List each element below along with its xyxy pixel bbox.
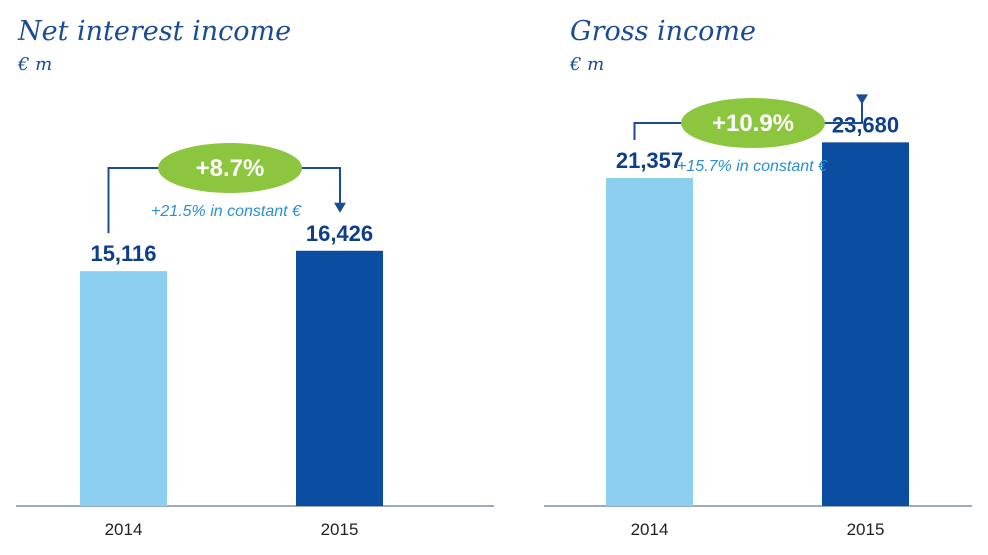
value-label-2015: 16,426 (306, 221, 373, 246)
tick-label-2014: 2014 (105, 520, 143, 539)
bar-2014 (606, 178, 693, 506)
chart-title: Net interest income (18, 16, 292, 47)
constant-currency-label: +21.5% in constant € (151, 203, 302, 220)
bar-chart-gross-income: 21,357 2014 23,680 2015 +10.9% +15.7% in cons… (544, 94, 972, 539)
tick-label-2015: 2015 (321, 520, 359, 539)
chart-title: Gross income (570, 16, 757, 47)
bar-2015 (822, 142, 909, 507)
growth-badge (681, 98, 825, 148)
tick-label-2015: 2015 (847, 520, 885, 539)
bar-2014 (80, 271, 167, 506)
arrow-down-icon (856, 94, 868, 105)
value-label-2014: 21,357 (616, 148, 683, 173)
panel-gross-income: Gross income € m 21,357 2014 23,680 2015 +10… (494, 0, 988, 555)
growth-label: +10.9% (712, 110, 794, 137)
bar-2015 (296, 250, 383, 506)
panel-net-interest-income: Net interest income € m 15,116 2014 16,426… (16, 16, 494, 539)
bar-chart-net-interest-income: 15,116 2014 16,426 2015 +8.7% +21.5% in const… (16, 143, 494, 539)
tick-label-2014: 2014 (631, 520, 669, 539)
value-label-2014: 15,116 (90, 241, 156, 266)
chart-unit: € m (18, 54, 53, 75)
constant-currency-label: +15.7% in constant € (677, 158, 828, 175)
arrow-down-icon (334, 202, 346, 213)
chart-unit: € m (570, 54, 605, 75)
value-label-2015: 23,680 (832, 112, 899, 137)
growth-label: +8.7% (196, 155, 265, 182)
growth-badge (158, 143, 302, 193)
